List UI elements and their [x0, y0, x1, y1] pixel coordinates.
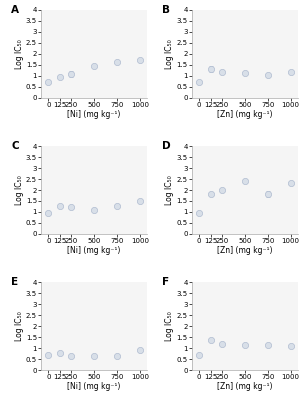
Text: E: E: [11, 277, 19, 287]
X-axis label: [Ni] (mg kg⁻¹): [Ni] (mg kg⁻¹): [67, 246, 121, 255]
X-axis label: [Zn] (mg kg⁻¹): [Zn] (mg kg⁻¹): [217, 382, 273, 391]
Y-axis label: Log IC₅₀: Log IC₅₀: [165, 311, 174, 341]
Y-axis label: Log IC₅₀: Log IC₅₀: [15, 175, 24, 205]
Text: D: D: [162, 141, 171, 151]
Text: A: A: [11, 5, 19, 15]
Text: F: F: [162, 277, 169, 287]
Text: C: C: [11, 141, 19, 151]
X-axis label: [Zn] (mg kg⁻¹): [Zn] (mg kg⁻¹): [217, 110, 273, 119]
Y-axis label: Log IC₅₀: Log IC₅₀: [165, 39, 174, 69]
Y-axis label: Log IC₅₀: Log IC₅₀: [15, 39, 24, 69]
X-axis label: [Ni] (mg kg⁻¹): [Ni] (mg kg⁻¹): [67, 382, 121, 391]
Y-axis label: Log IC₅₀: Log IC₅₀: [165, 175, 174, 205]
X-axis label: [Ni] (mg kg⁻¹): [Ni] (mg kg⁻¹): [67, 110, 121, 119]
X-axis label: [Zn] (mg kg⁻¹): [Zn] (mg kg⁻¹): [217, 246, 273, 255]
Y-axis label: Log IC₅₀: Log IC₅₀: [15, 311, 24, 341]
Text: B: B: [162, 5, 170, 15]
